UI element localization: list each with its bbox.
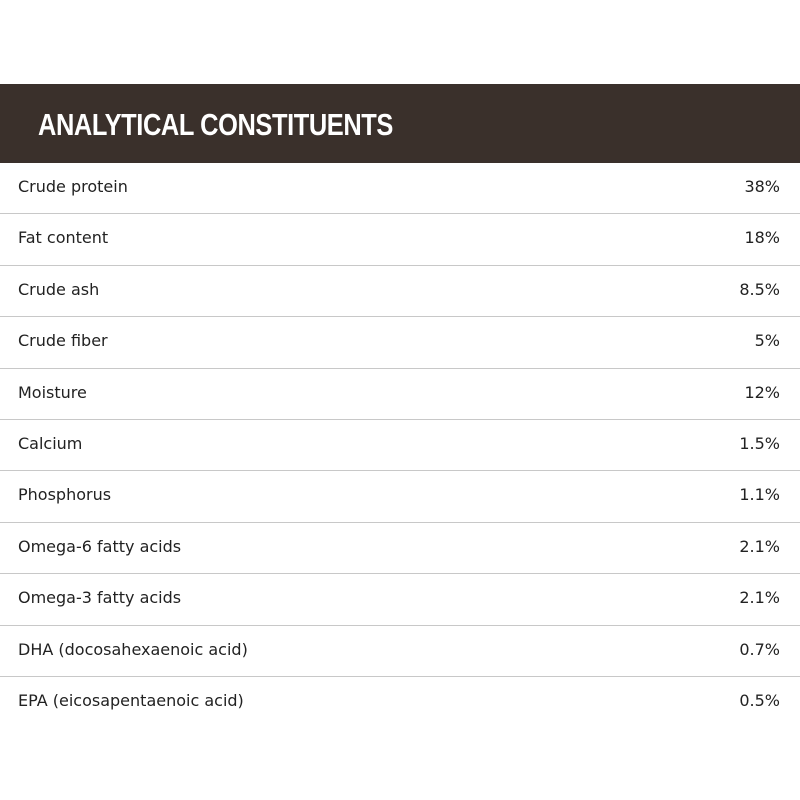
constituent-value: 1.5%	[739, 433, 780, 453]
table-row: Fat content 18%	[0, 214, 800, 266]
constituent-value: 8.5%	[739, 279, 780, 299]
constituent-name: Phosphorus	[18, 485, 112, 505]
constituent-value: 2.1%	[739, 536, 780, 556]
constituent-value: 1.1%	[739, 485, 780, 505]
constituent-name: Omega-6 fatty acids	[18, 536, 182, 556]
constituent-value: 5%	[754, 331, 780, 351]
constituent-value: 18%	[744, 228, 780, 248]
table: Crude protein 38% Fat content 18% Crude ash 8…	[0, 163, 800, 727]
constituent-value: 0.5%	[739, 690, 780, 710]
constituent-name: Fat content	[18, 228, 109, 248]
header-bar: ANALYTICAL CONSTITUENTS	[0, 84, 800, 163]
constituent-name: Crude protein	[18, 177, 128, 196]
constituent-value: 38%	[744, 177, 780, 196]
table-row: Phosphorus 1.1%	[0, 471, 800, 523]
table-row: Crude protein 38%	[0, 163, 800, 215]
constituent-name: Omega-3 fatty acids	[18, 588, 182, 608]
constituent-name: Crude ash	[18, 279, 100, 299]
constituent-name: Moisture	[18, 382, 87, 402]
table-row: EPA (eicosapentaenoic acid) 0.5%	[0, 677, 800, 727]
constituent-value: 0.7%	[739, 639, 780, 659]
constituent-name: Crude fiber	[18, 331, 108, 351]
table-row: Crude ash 8.5%	[0, 266, 800, 318]
table-row: Omega-6 fatty acids 2.1%	[0, 523, 800, 575]
constituent-name: DHA (docosahexaenoic acid)	[18, 639, 248, 659]
table-row: Omega-3 fatty acids 2.1%	[0, 574, 800, 626]
table-row: DHA (docosahexaenoic acid) 0.7%	[0, 626, 800, 677]
header-title: ANALYTICAL CONSTITUENTS	[38, 107, 393, 142]
table-row: Calcium 1.5%	[0, 420, 800, 472]
constituent-name: Calcium	[18, 433, 83, 453]
constituent-value: 2.1%	[739, 588, 780, 608]
constituent-value: 12%	[744, 382, 780, 402]
constituent-name: EPA (eicosapentaenoic acid)	[18, 690, 244, 710]
table-row: Crude fiber 5%	[0, 317, 800, 369]
table-row: Moisture 12%	[0, 369, 800, 420]
